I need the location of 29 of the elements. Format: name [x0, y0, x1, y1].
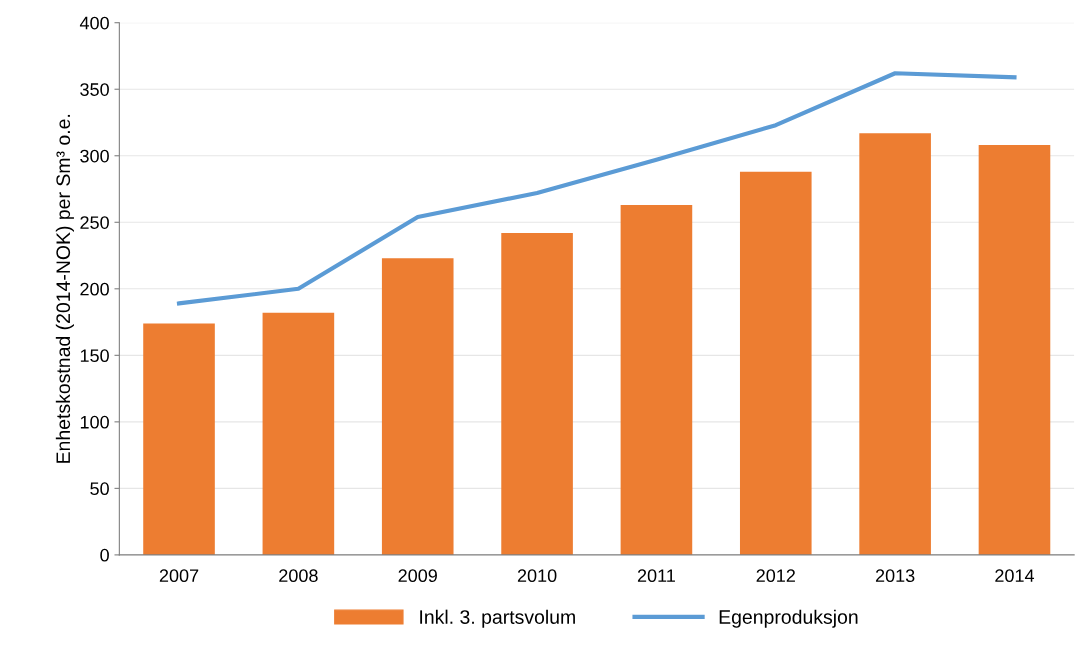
- y-tick-label: 150: [80, 349, 109, 363]
- bar: [978, 145, 1051, 555]
- y-tick-label: 350: [80, 83, 109, 96]
- y-tick-label: 100: [80, 415, 109, 429]
- legend-label: Inkl. 3. partsvolum: [420, 609, 575, 628]
- y-axis-title: Enhetskostnad (2014-NOK) per Sm³ o.e.: [55, 114, 74, 463]
- x-tick-label: 2008: [279, 569, 318, 583]
- bar: [501, 232, 573, 555]
- bar: [859, 133, 931, 555]
- bar: [143, 323, 215, 555]
- line-series: [176, 71, 1017, 306]
- legend-label: Egenproduksjon: [719, 609, 858, 628]
- x-tick-label: 2013: [875, 569, 915, 583]
- y-tick-label: 300: [80, 149, 109, 163]
- x-tick-label: 2012: [756, 569, 795, 583]
- y-tick-label: 50: [90, 482, 109, 496]
- y-tick-label: 0: [100, 548, 109, 562]
- bar: [739, 171, 812, 555]
- bar: [262, 312, 335, 555]
- bar: [620, 204, 693, 555]
- y-tick-label: 250: [80, 216, 109, 229]
- x-tick-label: 2010: [517, 569, 557, 583]
- y-tick-label: 400: [79, 16, 109, 30]
- x-tick-label: 2007: [159, 569, 199, 583]
- x-tick-label: 2009: [398, 569, 437, 583]
- bar: [381, 258, 454, 555]
- y-tick-label: 200: [80, 282, 109, 296]
- x-tick-label: 2011: [637, 569, 675, 583]
- x-tick-label: 2014: [995, 569, 1035, 583]
